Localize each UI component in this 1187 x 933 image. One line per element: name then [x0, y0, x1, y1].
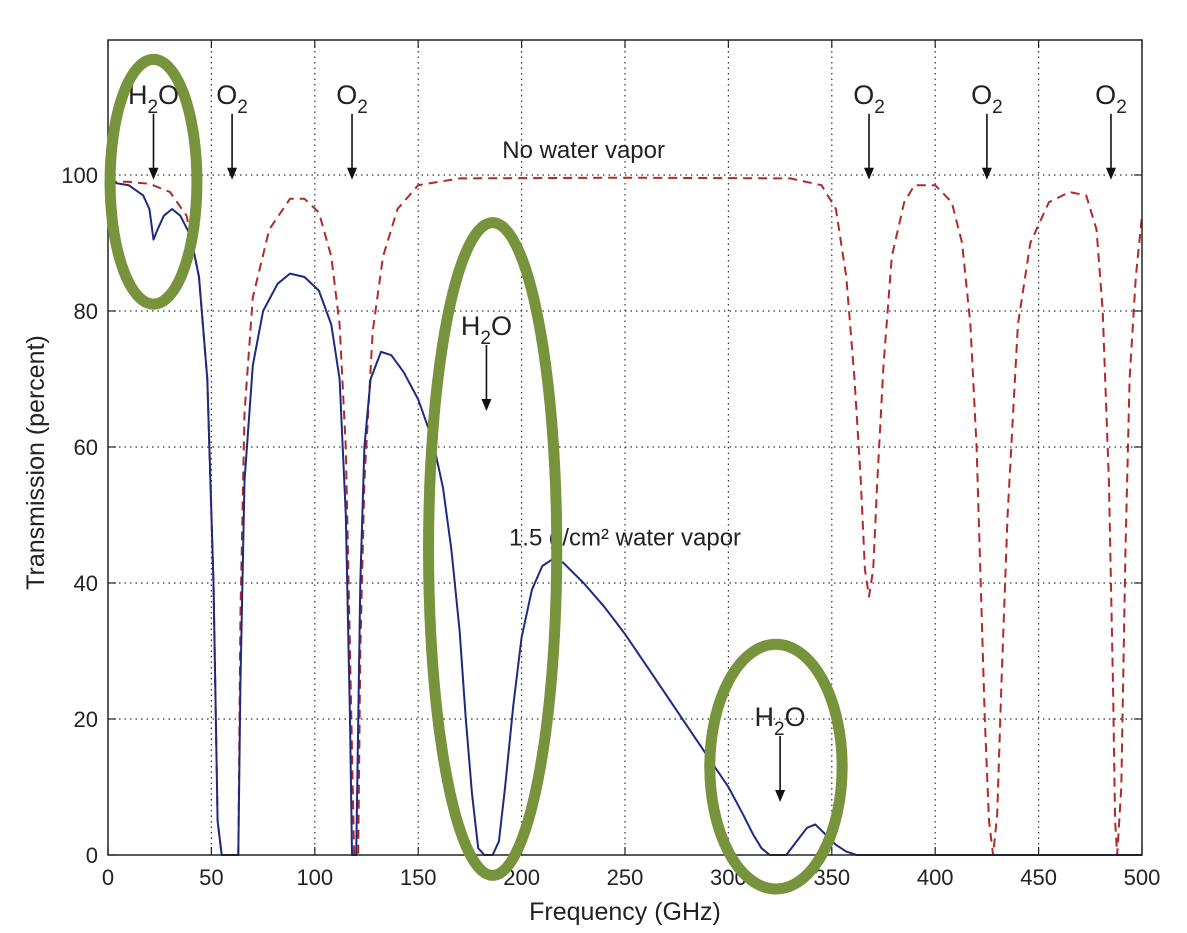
- absorption-marker: H2O: [755, 702, 806, 802]
- series-label: 1.5 g/cm² water vapor: [509, 525, 741, 552]
- marker-arrow-head: [347, 167, 358, 180]
- molecule-label: O2: [853, 80, 885, 118]
- y-tick-label: 40: [74, 571, 98, 596]
- x-tick-label: 350: [813, 865, 850, 890]
- absorption-marker: O2: [853, 80, 885, 180]
- absorption-marker: O2: [336, 80, 368, 180]
- molecule-label: O2: [336, 80, 368, 118]
- x-tick-label: 150: [400, 865, 437, 890]
- molecule-label: H2O: [128, 80, 179, 118]
- x-tick-label: 0: [102, 865, 114, 890]
- highlight-ellipses: [104, 53, 848, 895]
- y-tick-label: 100: [61, 163, 98, 188]
- highlight-ellipse: [704, 638, 848, 895]
- molecule-label: H2O: [461, 311, 512, 349]
- y-axis-title: Transmission (percent): [22, 335, 50, 590]
- annotations: No water vapor 1.5 g/cm² water vapor H2O O2…: [128, 80, 1127, 802]
- molecule-label: O2: [1095, 80, 1127, 118]
- absorption-marker: O2: [971, 80, 1003, 180]
- marker-arrow-head: [1105, 167, 1116, 180]
- series-label: No water vapor: [502, 137, 665, 164]
- grid: [108, 40, 1142, 855]
- molecule-label: H2O: [755, 702, 806, 740]
- absorption-marker: H2O: [128, 80, 179, 180]
- absorption-marker: H2O: [461, 311, 512, 411]
- marker-arrow-head: [227, 167, 238, 180]
- marker-arrow-head: [148, 167, 159, 180]
- molecule-label: O2: [971, 80, 1003, 118]
- marker-arrow-head: [981, 167, 992, 180]
- y-tick-label: 80: [74, 299, 98, 324]
- x-tick-label: 450: [1020, 865, 1057, 890]
- x-tick-label: 50: [199, 865, 223, 890]
- y-tick-label: 20: [74, 707, 98, 732]
- marker-arrow-head: [775, 790, 786, 802]
- x-tick-label: 500: [1124, 865, 1161, 890]
- plot-frame: [107, 39, 1143, 856]
- x-tick-label: 400: [917, 865, 954, 890]
- x-tick-label: 100: [296, 865, 333, 890]
- x-axis-title: Frequency (GHz): [529, 898, 721, 926]
- marker-arrow-head: [864, 167, 875, 180]
- absorption-marker: O2: [1095, 80, 1127, 180]
- molecule-label: O2: [216, 80, 248, 118]
- series-line-water-vapor: [107, 180, 1142, 856]
- y-tick-label: 0: [86, 843, 98, 868]
- x-tick-label: 250: [607, 865, 644, 890]
- y-tick-label: 60: [74, 435, 98, 460]
- absorption-marker: O2: [216, 80, 248, 180]
- series-group: [107, 176, 1143, 856]
- highlight-ellipse: [104, 53, 203, 310]
- series-line-no-water-vapor: [108, 176, 1143, 856]
- highlight-ellipse: [423, 217, 563, 881]
- marker-arrow-head: [481, 399, 492, 411]
